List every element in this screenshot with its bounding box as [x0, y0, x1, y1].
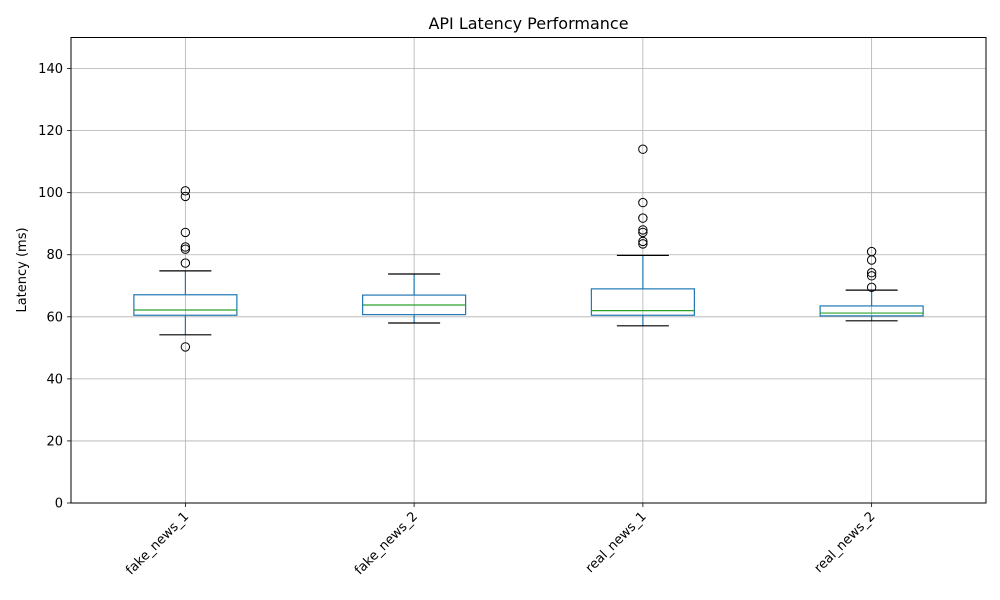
y-tick-label: 60	[46, 310, 63, 325]
x-tick-label: fake_news_2	[352, 509, 421, 578]
y-tick-label: 100	[38, 186, 63, 201]
outlier-point	[866, 271, 877, 281]
x-tick-label: real_news_2	[812, 509, 879, 576]
x-tick-label: real_news_1	[583, 509, 650, 576]
box-plot-series	[133, 144, 924, 352]
y-tick-label: 20	[46, 434, 63, 449]
grid-lines	[71, 37, 986, 504]
outlier-point	[638, 197, 648, 208]
y-tick-label: 0	[55, 497, 63, 512]
x-tick-label: fake_news_1	[123, 509, 192, 578]
outlier-point	[180, 242, 191, 252]
outlier-point	[180, 342, 191, 352]
y-tick-label: 140	[38, 62, 63, 77]
y-tick-label: 80	[46, 248, 63, 263]
iqr-box	[590, 288, 695, 316]
outlier-point	[866, 246, 877, 257]
outlier-point	[638, 227, 648, 238]
box-real_news_2	[819, 246, 924, 322]
y-axis-label: Latency (ms)	[15, 227, 30, 312]
outlier-point	[180, 186, 191, 196]
iqr-box	[819, 305, 924, 317]
outlier-point	[180, 227, 191, 238]
outlier-point	[180, 191, 191, 202]
outlier-point	[638, 225, 648, 235]
box-real_news_1	[590, 144, 695, 327]
plot-frame	[70, 37, 987, 504]
iqr-box	[133, 294, 238, 316]
y-tick-label: 120	[38, 124, 63, 139]
outlier-point	[866, 282, 877, 293]
outlier-point	[638, 144, 648, 154]
outlier-point	[866, 268, 877, 278]
outlier-point	[180, 258, 191, 268]
box-fake_news_1	[133, 186, 238, 352]
axes: 0 20 40 60 80 100 120 140 fake_news_1 fake_news_2…	[38, 62, 878, 578]
box-fake_news_2	[362, 273, 467, 324]
outlier-point	[180, 244, 191, 254]
outlier-point	[638, 239, 648, 249]
outlier-point	[638, 213, 648, 223]
chart-title: API Latency Performance	[428, 14, 628, 33]
outlier-point	[638, 236, 648, 247]
y-tick-label: 40	[46, 372, 63, 387]
